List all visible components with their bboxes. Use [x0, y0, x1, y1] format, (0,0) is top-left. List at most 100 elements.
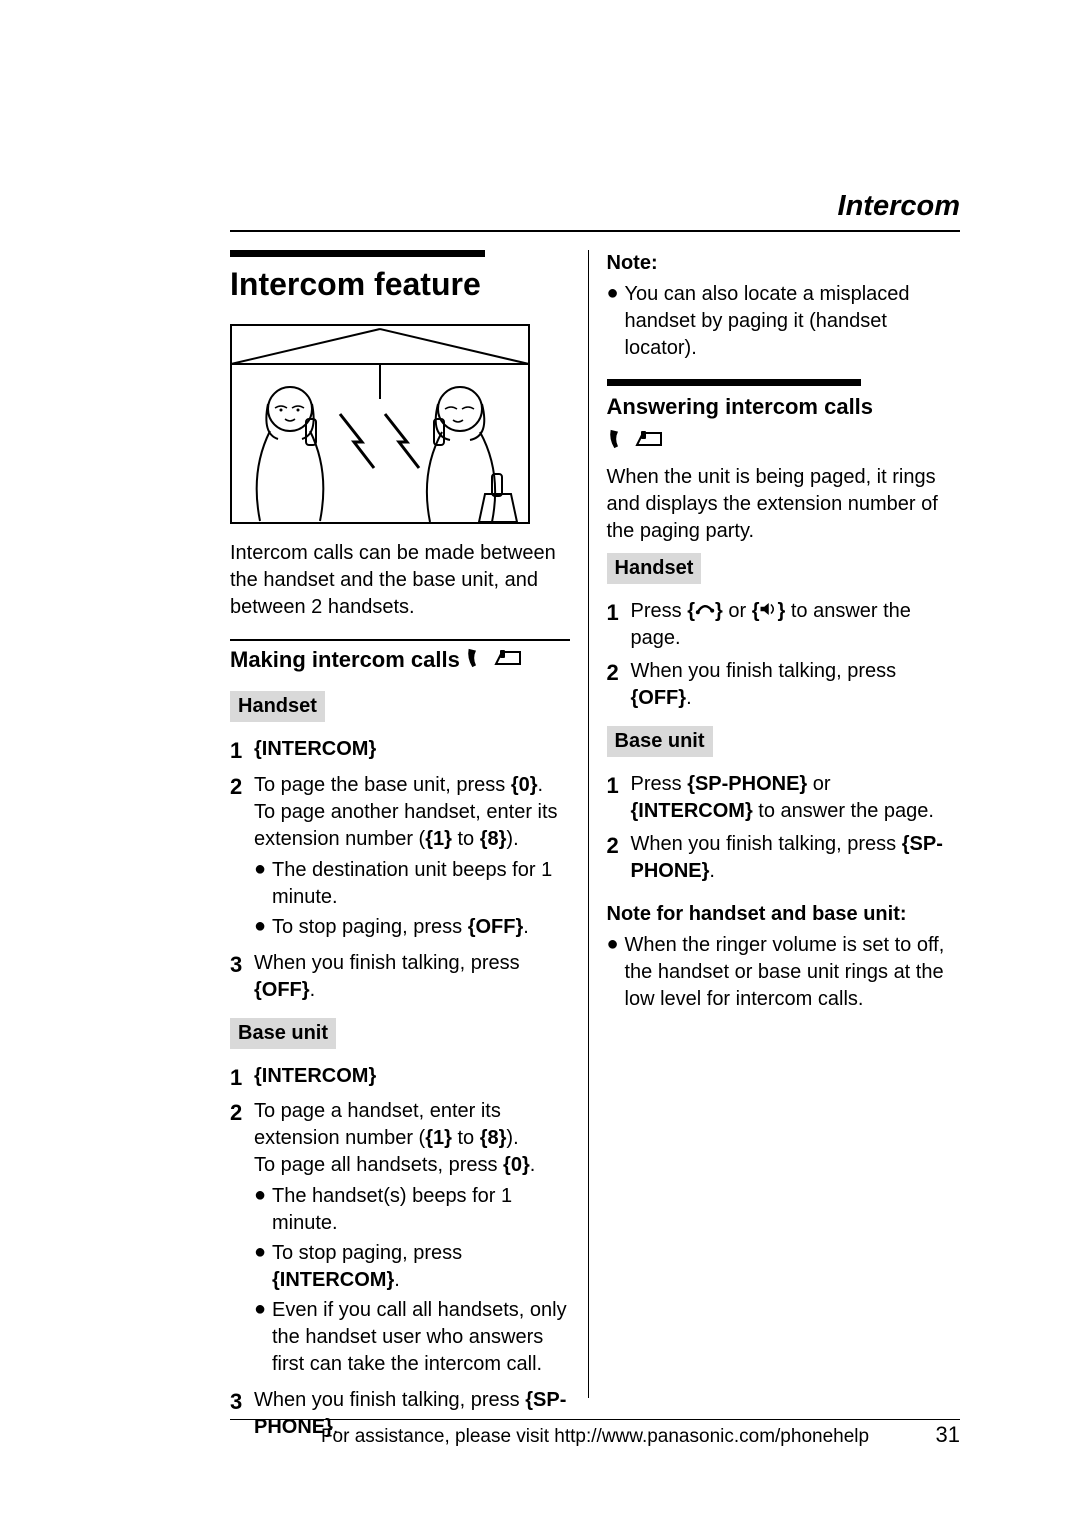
text: Press: [631, 600, 688, 622]
step-number: 2: [230, 1098, 254, 1381]
bullet-dot: ●: [254, 1297, 272, 1378]
text: .: [686, 687, 692, 709]
text: When you finish talking, press: [631, 660, 897, 682]
right-column: Note: ●You can also locate a misplaced h…: [588, 250, 961, 1398]
key-1: {1}: [425, 828, 452, 850]
answering-heading: Answering intercom calls: [607, 394, 874, 419]
step-2: 2 When you finish talking, press {SP-PHO…: [607, 831, 947, 885]
note-label: Note:: [607, 250, 947, 277]
text: ).: [506, 1127, 518, 1149]
text: To page the base unit, press: [254, 774, 511, 796]
key-off: {OFF}: [631, 687, 687, 709]
handset-steps: 1 {INTERCOM} 2 To page the base unit, pr…: [230, 736, 570, 1004]
footer: For assistance, please visit http://www.…: [230, 1419, 960, 1448]
key-off: {OFF}: [468, 916, 524, 938]
bullet-dot: ●: [254, 1183, 272, 1237]
step-number: 2: [607, 831, 631, 885]
bullet: ●When the ringer volume is set to off, t…: [607, 932, 947, 1013]
key-off: {OFF}: [254, 979, 310, 1001]
text: When you finish talking, press: [254, 1389, 525, 1411]
key-intercom: {INTERCOM}: [631, 800, 753, 822]
text: ).: [506, 828, 518, 850]
text: Press: [631, 773, 688, 795]
bullet: ●The destination unit beeps for 1 minute…: [254, 857, 570, 911]
bullet-text: When the ringer volume is set to off, th…: [625, 932, 947, 1013]
bullet: ●Even if you call all handsets, only the…: [254, 1297, 570, 1378]
handset-icon: [607, 428, 629, 458]
bullet-dot: ●: [254, 914, 272, 941]
step-number: 1: [230, 1063, 254, 1093]
handset-label: Handset: [607, 553, 702, 584]
bullet: ●You can also locate a misplaced handset…: [607, 281, 947, 362]
step-number: 2: [607, 658, 631, 712]
key-spphone: {SP-PHONE}: [687, 773, 807, 795]
step-1: 1 Press {SP-PHONE} or {INTERCOM} to answ…: [607, 771, 947, 825]
intro-text: Intercom calls can be made between the h…: [230, 540, 570, 621]
bullet-text: To stop paging, press: [272, 916, 468, 938]
text: To page all handsets, press: [254, 1154, 503, 1176]
text: to answer the page.: [753, 800, 934, 822]
step-1: 1 Press {} or {} to answer the page.: [607, 598, 947, 652]
step-3: 3 When you finish talking, press {OFF}.: [230, 950, 570, 1004]
bullet-text: You can also locate a misplaced handset …: [625, 281, 947, 362]
text: .: [394, 1269, 400, 1291]
making-heading: Making intercom calls: [230, 647, 460, 672]
text: or: [807, 773, 830, 795]
icon-row: [607, 428, 947, 458]
handset-icon: [465, 647, 487, 677]
making-heading-row: Making intercom calls: [230, 645, 570, 677]
thick-rule: [607, 379, 862, 386]
header-rule: [230, 230, 960, 232]
step-number: 1: [607, 771, 631, 825]
text: .: [538, 774, 544, 796]
key-intercom: {INTERCOM}: [254, 738, 376, 760]
key-0: {0}: [503, 1154, 530, 1176]
text: .: [530, 1154, 536, 1176]
answer-handset-steps: 1 Press {} or {} to answer the page. 2 W…: [607, 598, 947, 712]
step-2: 2 When you finish talking, press {OFF}.: [607, 658, 947, 712]
text: to: [452, 828, 480, 850]
page-title: Intercom feature: [230, 263, 570, 306]
note2-label: Note for handset and base unit:: [607, 901, 947, 928]
intercom-illustration: [230, 324, 530, 524]
step-number: 1: [607, 598, 631, 652]
bullet: ●To stop paging, press {OFF}.: [254, 914, 570, 941]
left-column: Intercom feature: [230, 250, 588, 1398]
text: .: [523, 916, 529, 938]
step-1: 1 {INTERCOM}: [230, 1063, 570, 1093]
columns: Intercom feature: [230, 250, 960, 1398]
key-intercom: {INTERCOM}: [272, 1269, 394, 1291]
bullet: ●The handset(s) beeps for 1 minute.: [254, 1183, 570, 1237]
speaker-icon: [759, 598, 777, 625]
answering-heading-row: Answering intercom calls: [607, 392, 947, 422]
answering-intro: When the unit is being paged, it rings a…: [607, 464, 947, 545]
page-number: 31: [936, 1422, 960, 1448]
text: to: [452, 1127, 480, 1149]
text: or: [723, 600, 752, 622]
base-unit-icon: [634, 429, 664, 457]
page: Intercom Intercom feature: [0, 0, 1080, 1528]
bullet-dot: ●: [607, 281, 625, 362]
step-number: 1: [230, 736, 254, 766]
key-8: {8}: [480, 828, 507, 850]
key-8: {8}: [480, 1127, 507, 1149]
text: When you finish talking, press: [254, 952, 520, 974]
text: .: [709, 860, 715, 882]
answer-base-steps: 1 Press {SP-PHONE} or {INTERCOM} to answ…: [607, 771, 947, 885]
bullet-text: The destination unit beeps for 1 minute.: [272, 857, 570, 911]
base-unit-icon: [493, 648, 523, 676]
text: When you finish talking, press: [631, 833, 902, 855]
bullet-text: The handset(s) beeps for 1 minute.: [272, 1183, 570, 1237]
talk-icon: [695, 598, 715, 625]
key-intercom: {INTERCOM}: [254, 1065, 376, 1087]
section-header: Intercom: [838, 190, 960, 223]
step-number: 2: [230, 772, 254, 944]
key-1: {1}: [425, 1127, 452, 1149]
note-bullets: ●You can also locate a misplaced handset…: [607, 281, 947, 362]
bullet-text: Even if you call all handsets, only the …: [272, 1297, 570, 1378]
bullet-text: To stop paging, press: [272, 1242, 462, 1264]
bullet-dot: ●: [254, 1240, 272, 1294]
bullet: ●To stop paging, press {INTERCOM}.: [254, 1240, 570, 1294]
base-unit-label: Base unit: [607, 726, 713, 757]
base-unit-label: Base unit: [230, 1018, 336, 1049]
